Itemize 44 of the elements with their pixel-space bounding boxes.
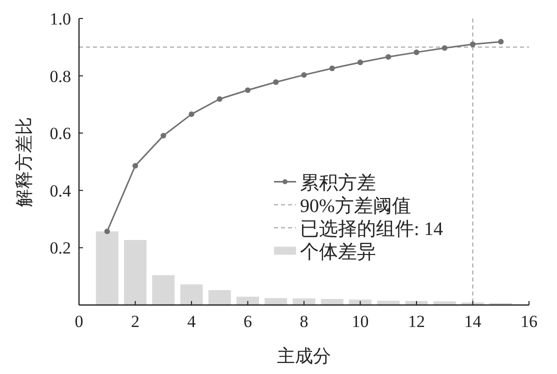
point [273, 79, 279, 85]
point [414, 50, 420, 56]
legend-label: 个体差异 [300, 242, 376, 263]
bar [152, 275, 175, 305]
x-tick-label: 10 [352, 312, 369, 331]
bar [96, 231, 118, 305]
bar [377, 300, 400, 305]
point [132, 162, 138, 169]
point [160, 132, 166, 138]
point [104, 228, 110, 234]
x-axis-title: 主成分 [277, 346, 331, 366]
point [386, 54, 392, 60]
point [216, 96, 222, 102]
point [442, 45, 448, 51]
bar [236, 296, 259, 305]
y-axis-title: 解释方差比 [14, 116, 34, 207]
x-tick-label: 16 [520, 312, 538, 331]
bar [208, 290, 231, 305]
point [470, 41, 476, 48]
x-tick-label: 0 [74, 312, 84, 331]
y-tick-label: 0.4 [50, 181, 72, 200]
legend-label: 累积方差 [300, 172, 376, 194]
point [244, 87, 251, 93]
bar [124, 240, 146, 305]
x-tick-label: 4 [187, 312, 196, 331]
x-tick-label: 12 [408, 312, 425, 331]
x-tick-label: 14 [464, 312, 482, 331]
bar [320, 298, 344, 305]
y-tick-label: 0.8 [50, 66, 71, 86]
point [188, 111, 194, 117]
y-tick-label: 1.0 [50, 10, 71, 28]
ref-line-label: 已选择的组件: 14 [300, 218, 444, 240]
x-tick-label: 8 [300, 312, 308, 331]
y-tick-label: 0.2 [50, 238, 71, 258]
point [301, 72, 307, 78]
bar [180, 284, 203, 305]
legend-label: 90%方差阈值 [300, 194, 411, 217]
point [357, 60, 364, 66]
y-tick-label: 0.6 [50, 124, 71, 144]
point [329, 66, 335, 72]
x-tick-label: 2 [131, 312, 140, 331]
bar [264, 298, 288, 305]
point [498, 38, 504, 45]
x-tick-label: 6 [244, 312, 252, 331]
